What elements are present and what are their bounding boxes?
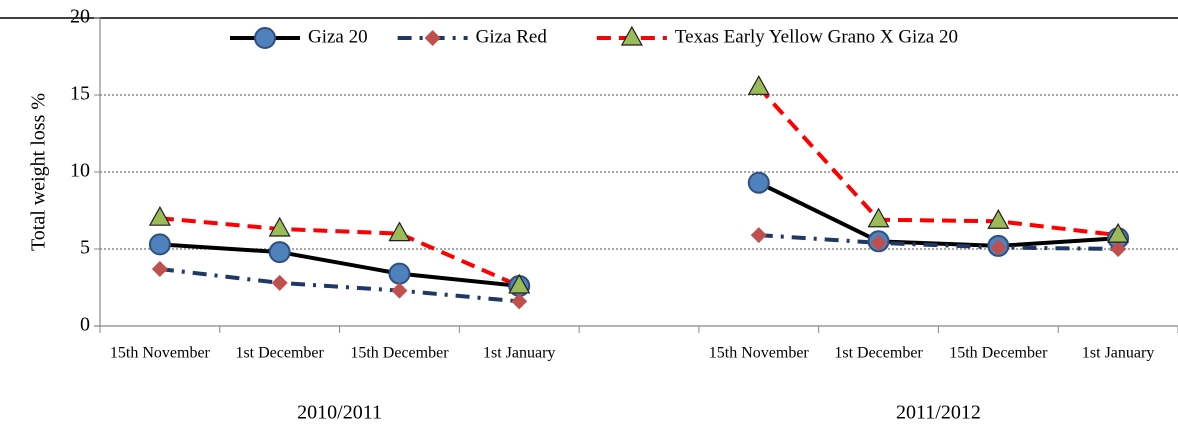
- marker: [268, 216, 291, 237]
- marker: [867, 207, 890, 228]
- marker: [1107, 222, 1130, 243]
- y-axis-label: Total weight loss %: [28, 93, 50, 251]
- marker: [508, 273, 531, 294]
- y-tick-label: 15: [70, 83, 90, 105]
- group-label: 2011/2012: [896, 402, 981, 424]
- marker: [511, 293, 528, 310]
- marker: [870, 234, 887, 251]
- marker: [620, 25, 643, 46]
- marker: [747, 171, 770, 194]
- marker: [151, 261, 168, 278]
- x-tick-label: 15th November: [110, 345, 211, 362]
- marker: [254, 27, 276, 49]
- x-tick-label: 1st December: [834, 345, 923, 362]
- y-tick-label: 10: [70, 160, 90, 182]
- legend-label: Giza Red: [476, 26, 548, 47]
- y-tick-label: 5: [80, 237, 90, 259]
- marker: [148, 233, 171, 256]
- marker: [1110, 241, 1127, 257]
- marker: [271, 274, 288, 291]
- group-label: 2010/2011: [297, 402, 382, 424]
- marker: [750, 227, 767, 244]
- legend-label: Texas Early Yellow Grano X Giza 20: [675, 26, 958, 47]
- marker: [268, 241, 291, 264]
- x-tick-label: 1st January: [1082, 345, 1154, 362]
- x-tick-label: 15th November: [709, 345, 810, 362]
- x-tick-label: 15th December: [949, 345, 1048, 362]
- series-line: [159, 233, 1119, 304]
- y-tick-label: 0: [80, 314, 90, 336]
- series-line: [159, 85, 1119, 288]
- x-tick-label: 15th December: [350, 345, 449, 362]
- legend-marker: [424, 30, 441, 46]
- legend-label: Giza 20: [308, 26, 368, 47]
- series-line: [159, 180, 1119, 288]
- x-tick-label: 1st January: [483, 345, 555, 362]
- marker: [987, 209, 1010, 229]
- legend-marker: [620, 25, 643, 46]
- marker: [391, 282, 408, 299]
- marker: [388, 221, 411, 242]
- marker: [747, 75, 770, 95]
- legend-marker: [254, 27, 276, 49]
- marker: [388, 262, 411, 285]
- marker: [424, 30, 441, 46]
- marker: [148, 205, 171, 226]
- marker: [990, 239, 1007, 256]
- x-tick-label: 1st December: [235, 345, 324, 362]
- y-tick-label: 20: [70, 6, 90, 28]
